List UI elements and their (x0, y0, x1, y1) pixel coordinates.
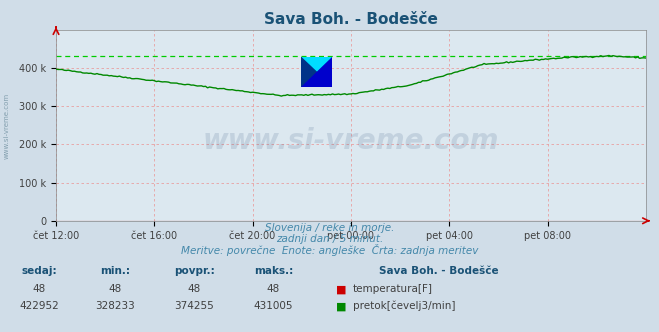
Text: Slovenija / reke in morje.: Slovenija / reke in morje. (265, 223, 394, 233)
Text: ■: ■ (336, 301, 347, 311)
Text: 48: 48 (109, 284, 122, 294)
Text: 374255: 374255 (175, 301, 214, 311)
Text: Sava Boh. - Bodešče: Sava Boh. - Bodešče (379, 266, 499, 276)
Text: pretok[čevelj3/min]: pretok[čevelj3/min] (353, 301, 455, 311)
Text: www.si-vreme.com: www.si-vreme.com (3, 93, 10, 159)
Text: 48: 48 (33, 284, 46, 294)
Text: 422952: 422952 (20, 301, 59, 311)
Polygon shape (301, 57, 332, 87)
Text: Meritve: povrečne  Enote: angleške  Črta: zadnja meritev: Meritve: povrečne Enote: angleške Črta: … (181, 244, 478, 256)
Polygon shape (301, 57, 332, 87)
Text: zadnji dan / 5 minut.: zadnji dan / 5 minut. (276, 234, 383, 244)
Text: povpr.:: povpr.: (174, 266, 215, 276)
Text: 48: 48 (188, 284, 201, 294)
Text: 328233: 328233 (96, 301, 135, 311)
Text: min.:: min.: (100, 266, 130, 276)
Text: sedaj:: sedaj: (22, 266, 57, 276)
Text: 431005: 431005 (254, 301, 293, 311)
Polygon shape (301, 57, 332, 87)
Polygon shape (301, 57, 332, 87)
Text: ■: ■ (336, 284, 347, 294)
Text: 48: 48 (267, 284, 280, 294)
Text: temperatura[F]: temperatura[F] (353, 284, 432, 294)
Text: www.si-vreme.com: www.si-vreme.com (203, 126, 499, 155)
Text: maks.:: maks.: (254, 266, 293, 276)
Title: Sava Boh. - Bodešče: Sava Boh. - Bodešče (264, 12, 438, 27)
